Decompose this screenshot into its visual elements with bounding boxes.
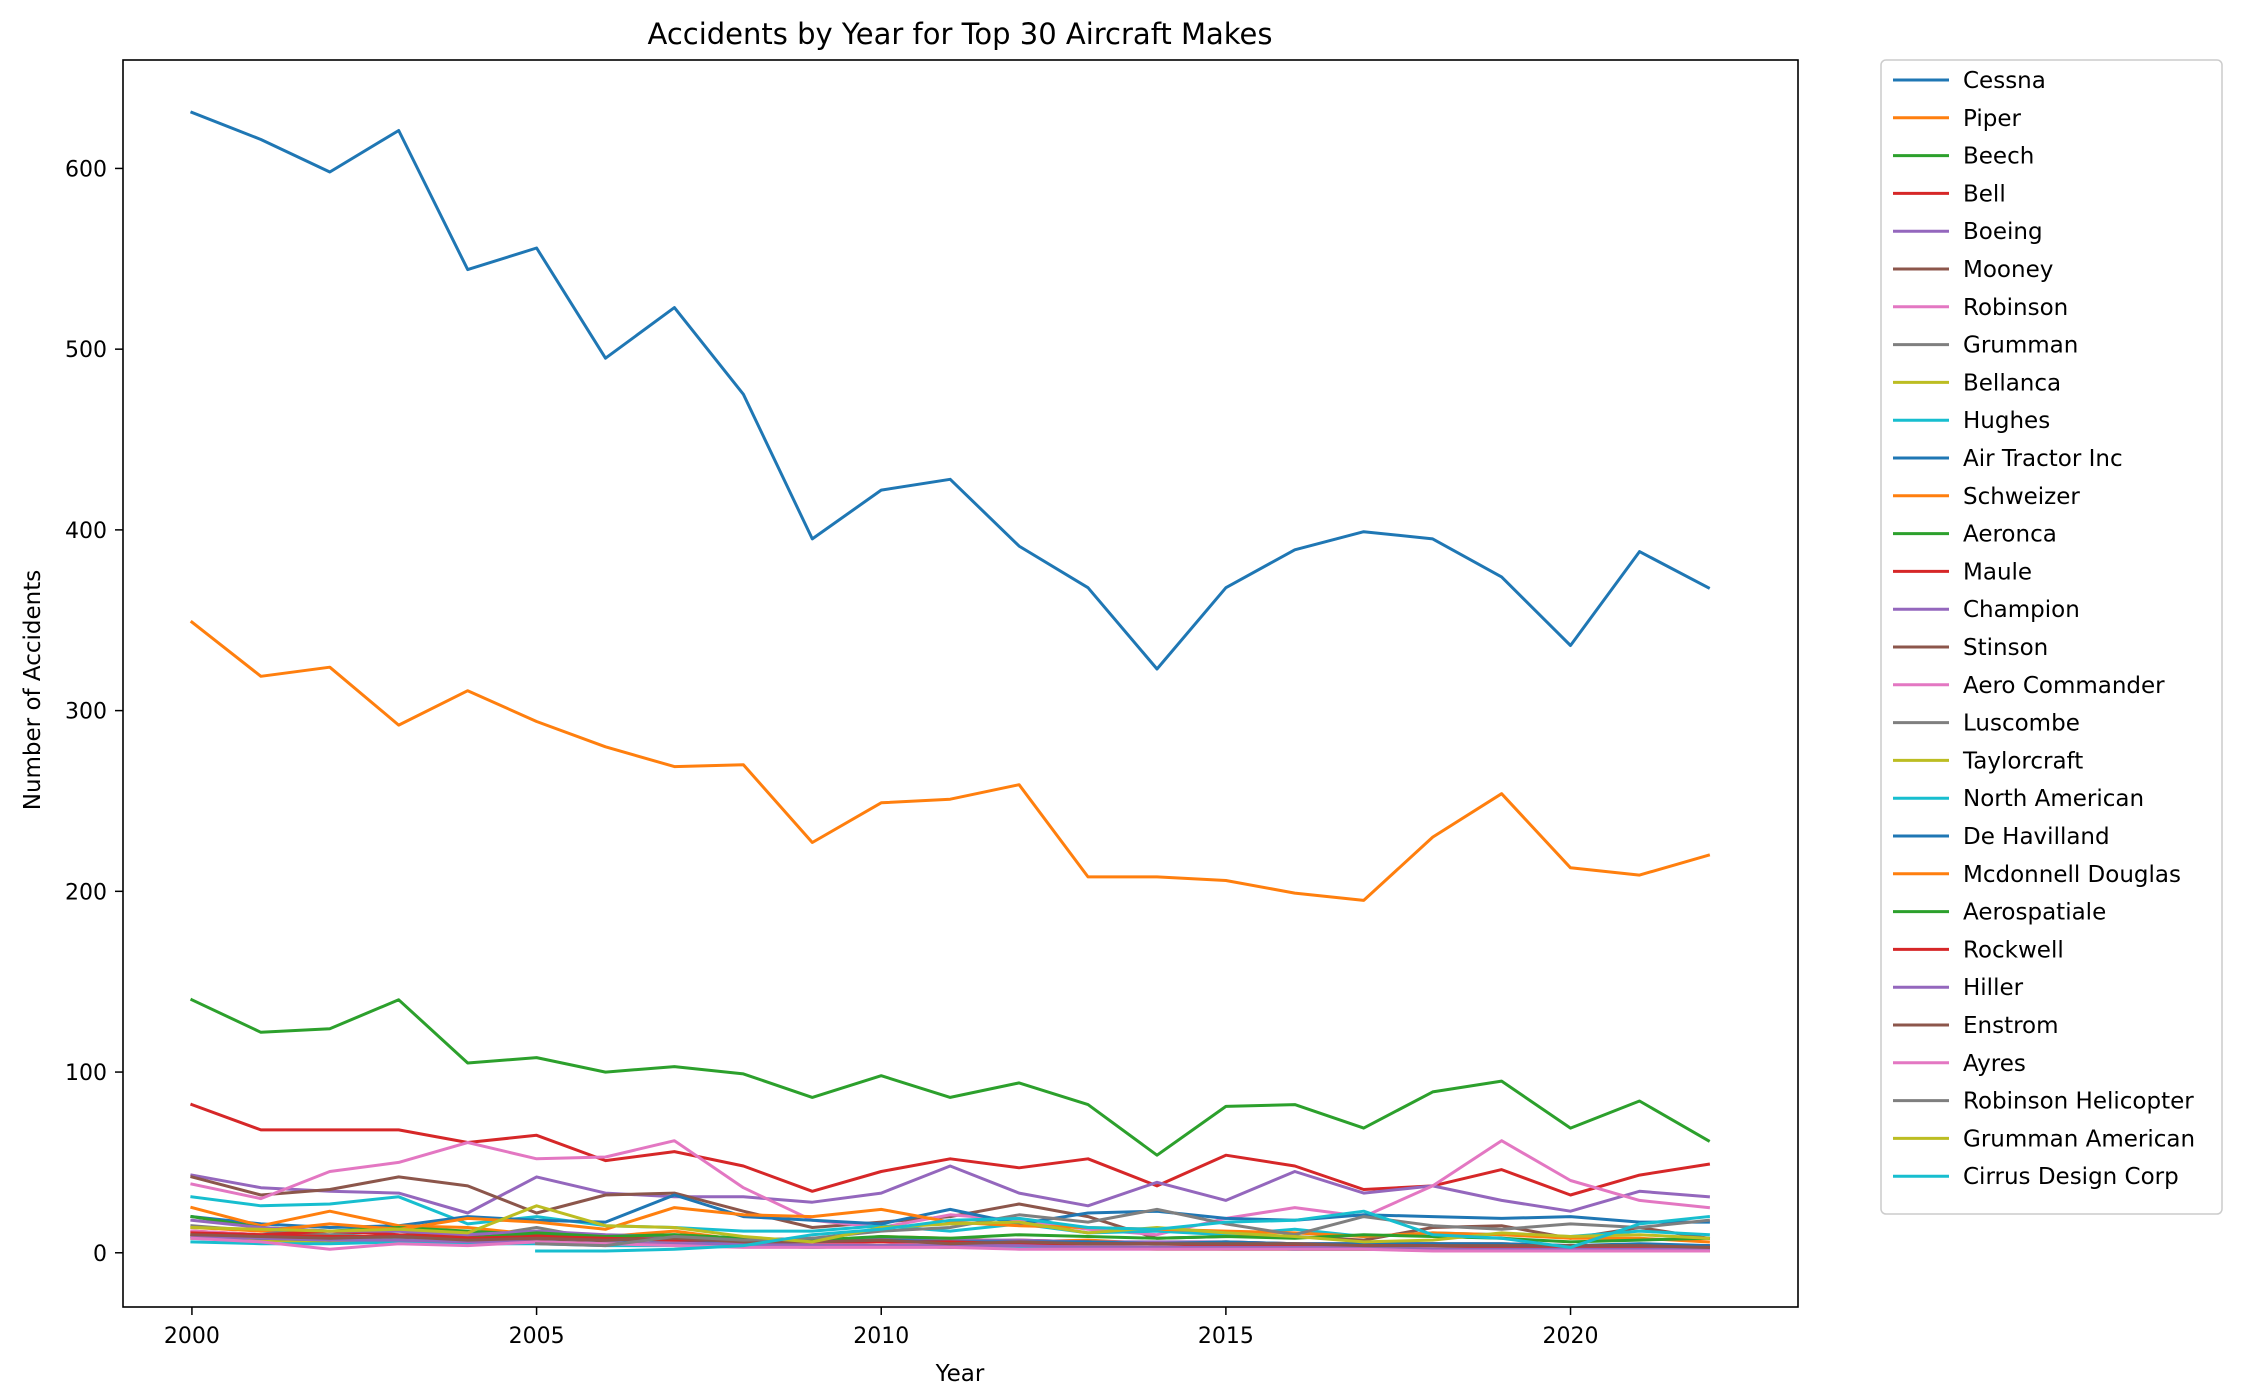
series-line-mcdonnell-douglas bbox=[190, 1206, 1710, 1244]
y-tick-label: 300 bbox=[65, 700, 107, 725]
legend-label-de-havilland: De Havilland bbox=[1963, 824, 2110, 850]
legend-label-luscombe: Luscombe bbox=[1963, 711, 2080, 737]
series-line-cirrus-design-corp bbox=[535, 1209, 1711, 1253]
series-line-air-tractor-inc bbox=[190, 1193, 1710, 1229]
legend: Cessna Piper Beech Bell Boeing Mooney Robinson… bbox=[1880, 59, 2223, 1215]
legend-label-schweizer: Schweizer bbox=[1963, 484, 2080, 510]
legend-label-taylorcraft: Taylorcraft bbox=[1962, 748, 2083, 774]
y-tick-label: 600 bbox=[65, 157, 107, 182]
legend-label-hiller: Hiller bbox=[1963, 975, 2024, 1001]
y-axis-label: Number of Accidents bbox=[20, 570, 46, 811]
plot-frame bbox=[122, 59, 1799, 1308]
plot-lines bbox=[189, 110, 1711, 1253]
axes: 2000 2005 2010 2015 2020 0 100 200 300 400 500 600 bbox=[65, 59, 1799, 1349]
legend-label-mcdonnell-douglas: Mcdonnell Douglas bbox=[1963, 862, 2181, 888]
legend-label-grumman-american: Grumman American bbox=[1963, 1126, 2195, 1152]
series-line-bell bbox=[189, 1102, 1711, 1197]
x-axis-label: Year bbox=[935, 1361, 985, 1387]
legend-label-robinson-helicopter: Robinson Helicopter bbox=[1963, 1089, 2194, 1115]
x-tick-label: 2010 bbox=[853, 1324, 909, 1349]
y-tick-label: 200 bbox=[65, 880, 107, 905]
legend-label-enstrom: Enstrom bbox=[1963, 1013, 2059, 1039]
chart-title: Accidents by Year for Top 30 Aircraft Ma… bbox=[648, 17, 1273, 51]
legend-label-mooney: Mooney bbox=[1963, 257, 2053, 283]
x-tick-label: 2000 bbox=[164, 1324, 220, 1349]
series-line-beech bbox=[189, 997, 1711, 1157]
legend-label-aero-commander: Aero Commander bbox=[1963, 673, 2165, 699]
legend-label-cirrus-design-corp: Cirrus Design Corp bbox=[1963, 1164, 2179, 1190]
series-line-piper bbox=[189, 619, 1711, 902]
legend-label-ayres: Ayres bbox=[1963, 1051, 2026, 1077]
series-line-boeing bbox=[190, 1164, 1711, 1215]
legend-label-robinson: Robinson bbox=[1963, 295, 2068, 321]
x-tick-label: 2005 bbox=[509, 1324, 565, 1349]
legend-label-bellanca: Bellanca bbox=[1963, 370, 2061, 396]
legend-label-bell: Bell bbox=[1963, 181, 2006, 207]
y-tick-label: 100 bbox=[65, 1061, 107, 1086]
legend-label-aerospatiale: Aerospatiale bbox=[1963, 900, 2106, 926]
legend-label-beech: Beech bbox=[1963, 144, 2034, 170]
x-tick-label: 2020 bbox=[1543, 1324, 1599, 1349]
legend-label-boeing: Boeing bbox=[1963, 219, 2043, 245]
series-line-robinson bbox=[190, 1139, 1711, 1237]
legend-label-air-tractor-inc: Air Tractor Inc bbox=[1963, 446, 2123, 472]
series-line-cessna bbox=[189, 110, 1711, 671]
legend-label-north-american: North American bbox=[1963, 786, 2144, 812]
legend-label-hughes: Hughes bbox=[1963, 408, 2050, 434]
series-line-grumman-american bbox=[190, 1204, 1710, 1244]
series-line-ayres bbox=[190, 1236, 1710, 1253]
legend-label-grumman: Grumman bbox=[1963, 333, 2078, 359]
y-tick-label: 500 bbox=[65, 338, 107, 363]
legend-label-champion: Champion bbox=[1963, 597, 2080, 623]
series-line-hiller bbox=[190, 1234, 1710, 1251]
legend-label-stinson: Stinson bbox=[1963, 635, 2048, 661]
series-line-enstrom bbox=[190, 1233, 1710, 1249]
x-tick-label: 2015 bbox=[1198, 1324, 1254, 1349]
legend-label-piper: Piper bbox=[1963, 106, 2022, 132]
y-tick-label: 0 bbox=[93, 1242, 107, 1267]
legend-box bbox=[1880, 59, 2223, 1215]
legend-label-maule: Maule bbox=[1963, 559, 2032, 585]
legend-label-aeronca: Aeronca bbox=[1963, 522, 2057, 548]
legend-label-rockwell: Rockwell bbox=[1963, 937, 2064, 963]
series-line-robinson-helicopter bbox=[535, 1207, 1711, 1248]
y-tick-label: 400 bbox=[65, 519, 107, 544]
legend-label-cessna: Cessna bbox=[1963, 68, 2046, 94]
